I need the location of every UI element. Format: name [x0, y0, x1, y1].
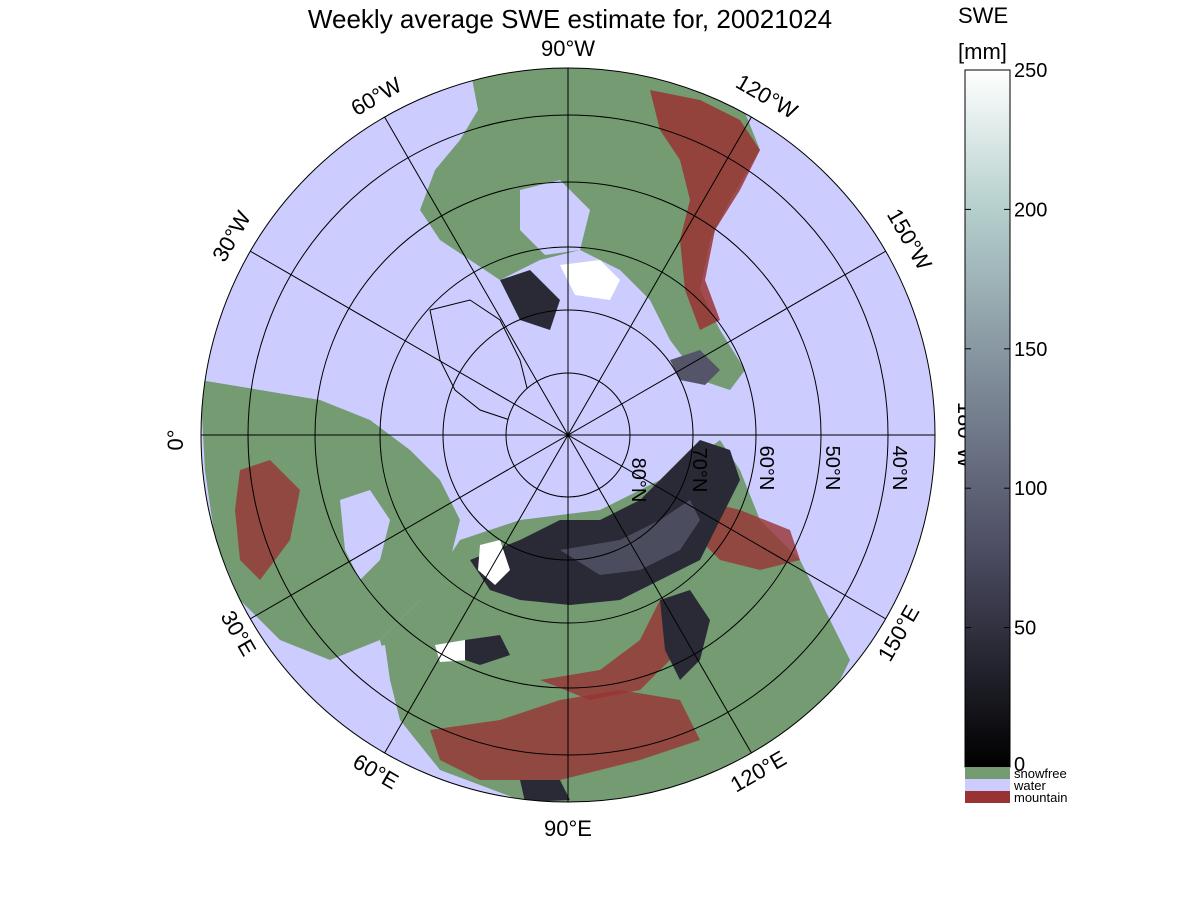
baltic-sea [340, 490, 390, 580]
meridian-150w-30e [249, 250, 887, 620]
lat-label-80n: 80°N [627, 458, 649, 503]
colorbar-gradient [964, 69, 1011, 768]
snow-white-canada [560, 260, 620, 300]
lat-label-40n: 40°N [888, 446, 910, 491]
colorbar: 0 50 100 150 200 250 snowfree water mountain [964, 60, 1067, 805]
snow-central-asia [465, 635, 510, 665]
snow-mongolia [520, 780, 570, 802]
snow-white-central-asia [435, 640, 470, 662]
legend-swatch-mountain [965, 791, 1010, 803]
colorbar-unit-label: [mm] [958, 39, 1007, 64]
hudson-bay [520, 180, 590, 255]
legend-label-water: water [1013, 778, 1046, 793]
map-border [200, 67, 936, 803]
lat-label-50n: 50°N [821, 446, 843, 491]
colorbar-ticks: 0 50 100 150 200 250 [965, 60, 1047, 776]
snow-kamchatka [660, 590, 710, 680]
mountains-asia-south [430, 690, 700, 780]
colorbar-tick-label: 250 [1014, 60, 1047, 82]
colorbar-tick-label: 100 [1014, 478, 1047, 500]
caspian-sea [360, 645, 390, 690]
lon-label-0: 0° [163, 429, 188, 450]
lat-label-70n: 70°N [688, 448, 710, 493]
snow-siberia [470, 440, 740, 605]
mountains-central-asia [540, 600, 690, 700]
lon-label-90w: 90°W [541, 36, 595, 61]
colorbar-tick-label: 50 [1014, 618, 1036, 640]
mountains-scandinavia [235, 460, 300, 580]
colorbar-tick-label: 200 [1014, 199, 1047, 221]
mountains-asia-east [700, 500, 800, 570]
lon-label-90e: 90°E [544, 816, 592, 841]
legend-swatch-snowfree [965, 767, 1010, 779]
lat-label-60n: 60°N [755, 446, 777, 491]
legend-swatch-water [965, 779, 1010, 791]
snow-canada-arctic [500, 270, 560, 330]
colorbar-tick-label: 150 [1014, 339, 1047, 361]
legend-label-mountain: mountain [1014, 790, 1067, 805]
legend-label-snowfree: snowfree [1014, 766, 1067, 781]
latitude-labels: 80°N 70°N 60°N 50°N 40°N [627, 446, 910, 503]
snow-siberia-medium [560, 500, 700, 575]
map-title: Weekly average SWE estimate for, 2002102… [307, 4, 833, 34]
snow-alaska [670, 350, 720, 385]
polar-map [200, 67, 936, 803]
colorbar-variable-label: SWE [958, 3, 1009, 28]
colorbar-tick-label: 0 [1014, 754, 1025, 776]
graticule [201, 68, 935, 802]
